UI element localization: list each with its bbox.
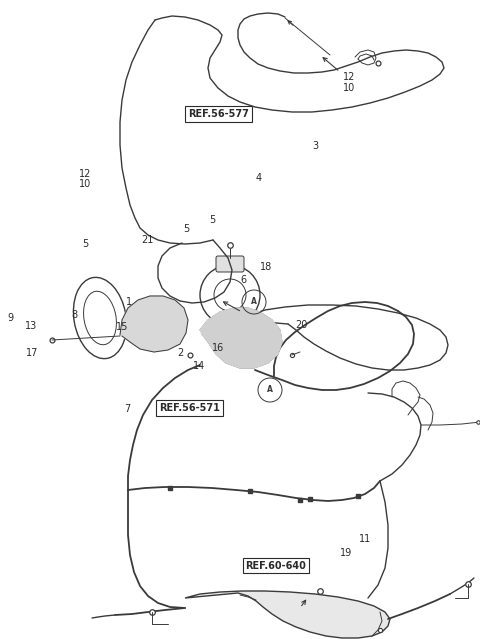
Text: 5: 5 xyxy=(209,215,216,226)
Polygon shape xyxy=(185,591,390,638)
Text: 4: 4 xyxy=(255,173,261,183)
Text: 14: 14 xyxy=(193,360,205,371)
Text: 5: 5 xyxy=(183,224,190,234)
Text: 3: 3 xyxy=(313,141,319,151)
Text: A: A xyxy=(251,298,257,307)
Text: 13: 13 xyxy=(25,321,37,331)
Text: 10: 10 xyxy=(79,179,92,189)
Text: A: A xyxy=(267,385,273,394)
Text: 20: 20 xyxy=(295,320,308,330)
FancyBboxPatch shape xyxy=(216,256,244,272)
Text: 2: 2 xyxy=(177,348,183,358)
Text: 18: 18 xyxy=(260,262,273,272)
Text: 9: 9 xyxy=(8,312,13,323)
Text: 16: 16 xyxy=(212,343,225,353)
Text: REF.56-571: REF.56-571 xyxy=(159,403,220,413)
Polygon shape xyxy=(120,296,188,352)
Polygon shape xyxy=(200,308,282,368)
Text: REF.56-577: REF.56-577 xyxy=(188,109,249,119)
Text: 12: 12 xyxy=(79,169,92,179)
Text: 15: 15 xyxy=(116,322,129,332)
Text: 11: 11 xyxy=(359,534,371,544)
Text: REF.60-640: REF.60-640 xyxy=(246,560,306,571)
Text: 8: 8 xyxy=(72,310,77,320)
Text: 19: 19 xyxy=(339,548,352,558)
Text: 10: 10 xyxy=(343,83,356,93)
Text: 17: 17 xyxy=(26,348,39,358)
Text: 21: 21 xyxy=(142,235,154,245)
Text: 1: 1 xyxy=(126,296,132,307)
Text: 6: 6 xyxy=(241,275,247,285)
Text: 7: 7 xyxy=(124,404,131,414)
Text: 12: 12 xyxy=(343,72,356,82)
Text: 5: 5 xyxy=(82,239,89,249)
